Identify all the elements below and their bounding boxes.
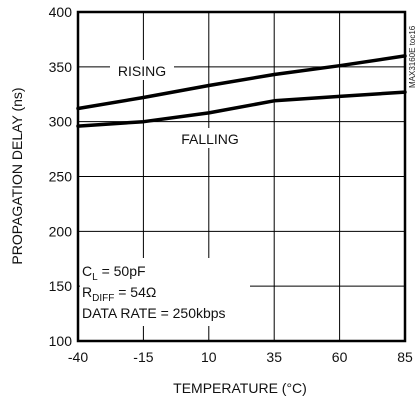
series-line-rising <box>76 54 407 111</box>
y-tick-labels: 100 150 200 250 300 350 400 <box>49 4 73 349</box>
y-tick-label: 150 <box>49 278 73 294</box>
x-tick-label: 10 <box>201 349 217 365</box>
y-tick-label: 100 <box>49 333 73 349</box>
figure-code: MAX3160E toc16 <box>408 25 417 88</box>
y-tick-label: 300 <box>49 114 73 130</box>
y-tick-label: 200 <box>49 223 73 239</box>
x-tick-label: -15 <box>133 349 153 365</box>
x-tick-label: 60 <box>332 349 348 365</box>
x-tick-label: 35 <box>266 349 282 365</box>
y-axis-label: PROPAGATION DELAY (ns) <box>9 87 25 264</box>
falling-label-bg <box>175 128 245 148</box>
x-tick-label: 85 <box>397 349 413 365</box>
plot-frame <box>76 10 407 343</box>
condition-data-rate: DATA RATE = 250kbps <box>82 305 226 321</box>
x-tick-label: -40 <box>68 349 88 365</box>
y-tick-label: 400 <box>49 4 73 20</box>
rising-label: RISING <box>118 63 166 79</box>
conditions-box-bg <box>80 258 250 326</box>
condition-cl: CL = 50pF <box>82 263 146 283</box>
x-tick-labels: -40 -15 10 35 60 85 <box>68 349 413 365</box>
rising-label-bg <box>110 60 174 80</box>
y-tick-label: 350 <box>49 59 73 75</box>
series-line-falling <box>76 90 407 128</box>
y-tick-label: 250 <box>49 169 73 185</box>
falling-label: FALLING <box>181 131 239 147</box>
x-axis-label: TEMPERATURE (°C) <box>173 380 307 396</box>
condition-rdiff: RDIFF = 54Ω <box>82 284 156 304</box>
series-lines <box>76 54 407 128</box>
